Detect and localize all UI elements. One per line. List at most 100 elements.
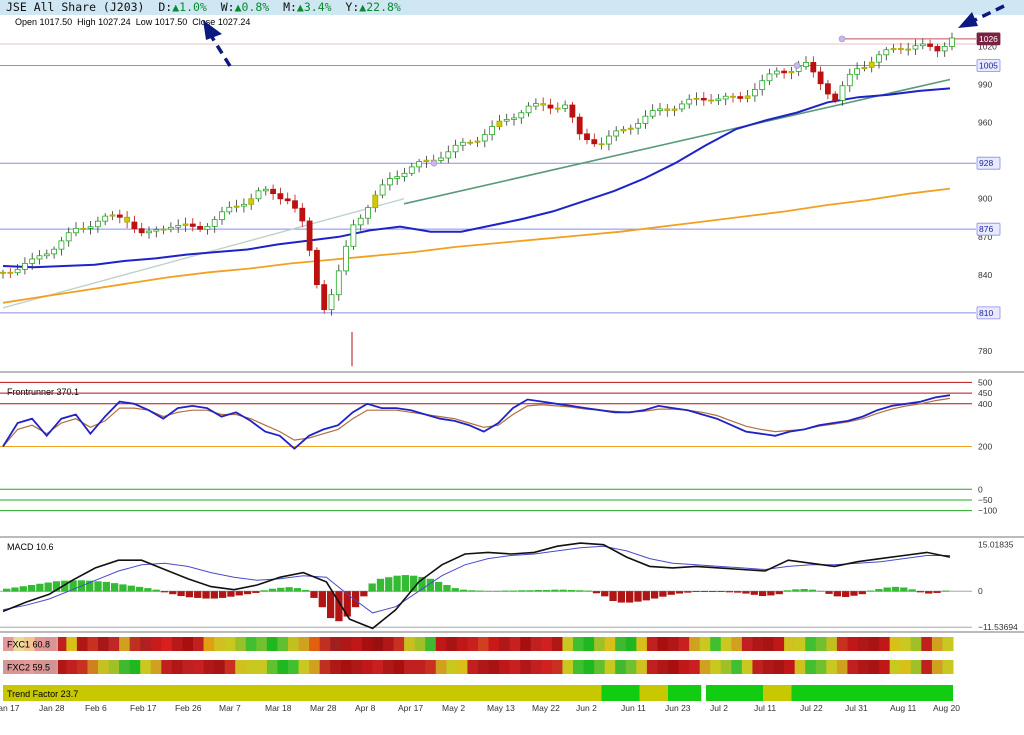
heatmap-cell bbox=[784, 637, 796, 651]
fxc-panel: FXC1 60.8 FXC2 59.5 bbox=[0, 631, 1024, 674]
weekly-change-arrow: ▲ bbox=[234, 0, 242, 14]
high-label: High bbox=[77, 17, 96, 27]
trend-segment bbox=[3, 685, 602, 701]
candle bbox=[803, 62, 809, 67]
heatmap-cell bbox=[456, 637, 468, 651]
heatmap-cell bbox=[393, 637, 405, 651]
heatmap-cell bbox=[256, 637, 268, 651]
heatmap-cell bbox=[784, 660, 796, 674]
low-value: 1017.50 bbox=[154, 17, 188, 27]
heatmap-cell bbox=[76, 637, 88, 651]
candle bbox=[576, 116, 583, 135]
heatmap-cell bbox=[562, 637, 574, 651]
heatmap-cell bbox=[763, 660, 775, 674]
candle bbox=[124, 216, 130, 223]
candle bbox=[233, 205, 240, 208]
macd-panel[interactable]: MACD 10.6 15.01835 0 −11.53694 bbox=[0, 536, 1024, 632]
heatmap-cell bbox=[383, 660, 395, 674]
macd-histogram-bar bbox=[642, 591, 650, 601]
candle bbox=[386, 178, 393, 186]
macd-histogram-bar bbox=[376, 578, 385, 592]
annotation-arrow-head bbox=[203, 20, 222, 40]
candle bbox=[87, 226, 94, 229]
candle bbox=[153, 229, 160, 232]
heatmap-cell bbox=[319, 660, 331, 674]
macd-histogram-bar bbox=[817, 590, 825, 592]
macd-histogram-bar bbox=[426, 578, 434, 592]
heatmap-cell bbox=[594, 637, 606, 651]
heatmap-cell bbox=[583, 637, 595, 651]
level-marker bbox=[430, 159, 438, 167]
price-tick-label: 870 bbox=[978, 232, 992, 242]
candle bbox=[744, 95, 751, 99]
heatmap-cell bbox=[193, 637, 205, 651]
heatmap-cell bbox=[678, 637, 690, 651]
candle bbox=[474, 140, 481, 143]
heatmap-cell bbox=[161, 637, 173, 651]
trend-segment bbox=[763, 685, 792, 701]
candle bbox=[131, 221, 138, 230]
heatmap-cell bbox=[245, 660, 257, 674]
heatmap-cell bbox=[361, 660, 373, 674]
heatmap-cell bbox=[119, 660, 131, 674]
heatmap-cell bbox=[562, 660, 574, 674]
heatmap-cell bbox=[720, 637, 732, 651]
candle bbox=[321, 284, 328, 311]
heatmap-cell bbox=[414, 660, 426, 674]
candle bbox=[240, 203, 247, 207]
candle bbox=[949, 37, 955, 47]
candle bbox=[357, 217, 364, 226]
heatmap-cell bbox=[847, 637, 859, 651]
macd-histogram-bar bbox=[360, 591, 368, 597]
trend-segment bbox=[706, 685, 763, 701]
price-tag-label: 1026 bbox=[979, 34, 998, 44]
candle bbox=[452, 144, 459, 153]
heatmap-cell bbox=[752, 660, 764, 674]
candle bbox=[890, 48, 897, 51]
macd-tick-label: −11.53694 bbox=[978, 622, 1018, 632]
candle bbox=[547, 104, 554, 109]
heatmap-cell bbox=[668, 660, 680, 674]
heatmap-cell bbox=[98, 660, 110, 674]
heatmap-cell bbox=[161, 660, 173, 674]
heatmap-cell bbox=[836, 637, 848, 651]
candle bbox=[350, 224, 357, 247]
candle bbox=[883, 49, 890, 56]
heatmap-cell bbox=[763, 637, 775, 651]
weekly-change-value: 0.8% bbox=[241, 0, 270, 14]
price-panel[interactable]: 1020990960930900870840810780102610059288… bbox=[0, 32, 1001, 367]
candle bbox=[211, 219, 218, 227]
price-tag bbox=[976, 59, 1001, 72]
heatmap-cell bbox=[351, 637, 363, 651]
macd-histogram-bar bbox=[567, 589, 576, 592]
macd-histogram-bar bbox=[335, 591, 343, 622]
macd-histogram-bar bbox=[202, 591, 210, 599]
macd-histogram-bar bbox=[626, 591, 634, 603]
macd-histogram-bar bbox=[551, 589, 559, 592]
candle bbox=[102, 215, 109, 222]
heatmap-cell bbox=[879, 660, 891, 674]
macd-histogram-bar bbox=[434, 581, 443, 592]
monthly-change-arrow: ▲ bbox=[296, 0, 304, 14]
macd-histogram-bar bbox=[393, 575, 401, 592]
level-marker bbox=[838, 35, 846, 43]
heatmap-cell bbox=[910, 637, 922, 651]
macd-title: MACD 10.6 bbox=[7, 542, 54, 552]
macd-histogram-bar bbox=[825, 591, 833, 594]
heatmap-cell bbox=[330, 637, 342, 651]
macd-histogram-bar bbox=[119, 584, 127, 592]
macd-histogram-bar bbox=[144, 588, 152, 592]
low-label: Low bbox=[135, 17, 153, 27]
candle bbox=[408, 166, 415, 174]
macd-histogram-bar bbox=[783, 590, 792, 592]
x-tick-label: Jun 23 bbox=[665, 703, 691, 713]
open-label: Open bbox=[15, 17, 38, 27]
heatmap-cell bbox=[615, 660, 627, 674]
candle bbox=[700, 97, 707, 101]
heatmap-cell bbox=[794, 660, 806, 674]
macd-histogram-bar bbox=[102, 581, 110, 592]
yearly-change-label: Y: bbox=[345, 0, 360, 14]
candle bbox=[525, 105, 532, 114]
